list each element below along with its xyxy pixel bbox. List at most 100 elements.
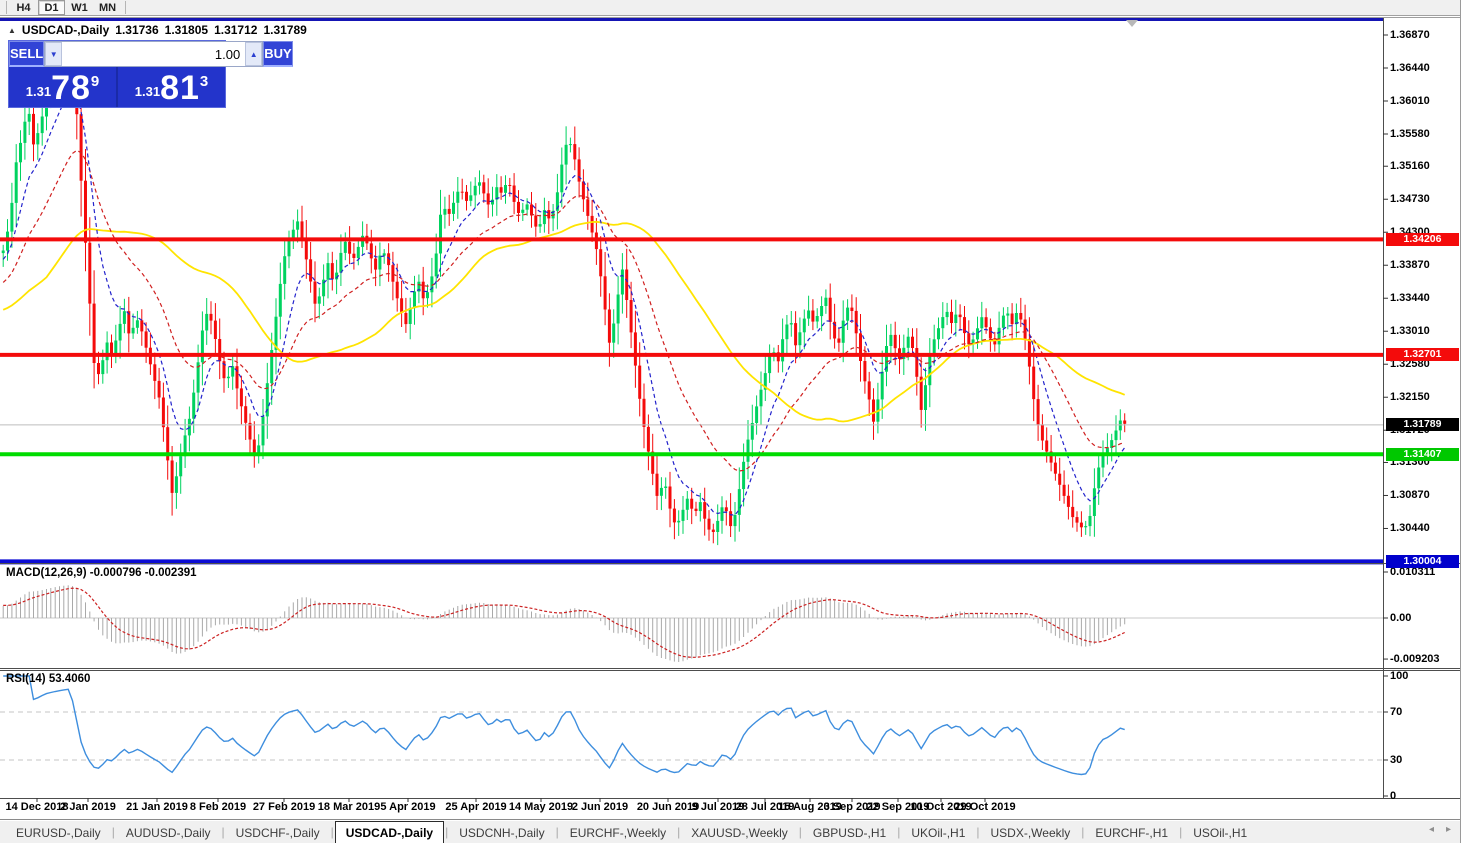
- last-bar-marker-icon: [1126, 20, 1138, 27]
- tab-usdcnhdaily[interactable]: USDCNH-,Daily: [459, 826, 545, 840]
- date-axis-label: 22 Sep 2019: [866, 801, 930, 813]
- rsi-axis-tick: 70: [1390, 706, 1403, 718]
- price-axis-tick: 1.30440: [1390, 522, 1430, 535]
- date-axis-label: 18 Mar 2019: [317, 801, 381, 813]
- tab-ukoilh1[interactable]: UKOil-,H1: [911, 826, 966, 840]
- macd-label: MACD(12,26,9) -0.000796 -0.002391: [6, 567, 197, 579]
- tab-xauusdweekly[interactable]: XAUUSD-,Weekly: [691, 826, 788, 840]
- price-axis-tick: 1.36440: [1390, 61, 1430, 74]
- buy-button[interactable]: BUY: [263, 41, 293, 67]
- tab-eurusddaily[interactable]: EURUSD-,Daily: [16, 826, 101, 840]
- date-axis-label: 2 Jan 2019: [60, 801, 116, 813]
- price-axis-tick: 1.33870: [1390, 259, 1430, 272]
- price-axis-tick: 1.35160: [1390, 160, 1430, 173]
- tab-scroll-right-icon[interactable]: ▸: [1445, 824, 1451, 835]
- buy-price-pip: 3: [199, 73, 209, 90]
- rsi-axis-tick: 0: [1390, 790, 1397, 802]
- date-axis-label: 29 Oct 2019: [954, 801, 1016, 813]
- price-axis-tick: 1.33010: [1390, 325, 1430, 338]
- buy-price-display[interactable]: 1.31 81 3: [118, 67, 225, 107]
- tab-separator: |: [976, 825, 980, 839]
- date-axis-label: 25 Apr 2019: [445, 801, 507, 813]
- tab-separator: |: [221, 825, 225, 839]
- date-axis-label: 14 Dec 2018: [5, 801, 69, 813]
- symbol-tab-bar: EURUSD-,Daily | AUDUSD-,Daily | USDCHF-,Dail…: [0, 819, 1460, 843]
- resistance-line-lower-price-tag: 1.32701: [1386, 348, 1459, 362]
- timeframe-button-d1[interactable]: D1: [38, 0, 65, 15]
- sell-price-pip: 9: [90, 73, 100, 90]
- date-axis-label: 10 Oct 2019: [910, 801, 972, 813]
- date-axis-label: 14 May 2019: [508, 801, 574, 813]
- ohlc-close: 1.31789: [263, 23, 307, 37]
- date-axis-label: 9 Jul 2019: [691, 801, 745, 813]
- rsi-label: RSI(14) 53.4060: [6, 673, 91, 685]
- tab-audusddaily[interactable]: AUDUSD-,Daily: [125, 826, 211, 840]
- date-axis-label: 28 Jul 2019: [735, 801, 795, 813]
- support-line-green-price-tag: 1.31407: [1386, 447, 1459, 461]
- tab-usdxweekly[interactable]: USDX-,Weekly: [990, 826, 1071, 840]
- sell-price-prefix: 1.31: [25, 84, 52, 99]
- price-axis-tick: 1.33440: [1390, 292, 1430, 305]
- tab-scroll-arrows: ◂ ▸: [1429, 824, 1451, 835]
- volume-input[interactable]: [62, 42, 246, 66]
- tab-separator: |: [798, 825, 802, 839]
- toolbar-separator: [125, 1, 127, 14]
- sell-price-display[interactable]: 1.31 78 9: [9, 67, 118, 107]
- support-line-blue-price-tag: 1.30004: [1386, 555, 1459, 569]
- timeframe-button-h4[interactable]: H4: [16, 1, 31, 14]
- ohlc-open: 1.31736: [115, 23, 159, 37]
- tab-separator: |: [445, 825, 449, 839]
- tab-separator: |: [330, 825, 334, 839]
- collapse-panel-icon[interactable]: ▲: [8, 25, 16, 35]
- tab-usdcaddaily[interactable]: USDCAD-,Daily: [334, 821, 445, 843]
- rsi-axis-tick: 30: [1390, 754, 1403, 766]
- date-axis-label: 5 Apr 2019: [380, 801, 436, 813]
- tab-eurchfweekly[interactable]: EURCHF-,Weekly: [569, 826, 667, 840]
- price-axis-tick: 1.36010: [1390, 94, 1430, 107]
- tab-scroll-left-icon[interactable]: ◂: [1428, 824, 1434, 835]
- volume-increase-icon[interactable]: ▲: [245, 42, 263, 66]
- tab-usoilh1[interactable]: USOil-,H1: [1193, 826, 1248, 840]
- tab-usdchfdaily[interactable]: USDCHF-,Daily: [235, 826, 320, 840]
- price-axis-tick: 1.34730: [1390, 193, 1430, 206]
- buy-price-big: 81: [160, 68, 200, 107]
- tab-eurchfh1[interactable]: EURCHF-,H1: [1095, 826, 1169, 840]
- current-bid-line-price-tag: 1.31789: [1386, 418, 1459, 432]
- one-click-trade-panel: SELL ▼ ▲ BUY 1.31 78 9 1.31 81 3: [8, 40, 293, 108]
- date-axis-label: 27 Feb 2019: [252, 801, 316, 813]
- sell-button[interactable]: SELL: [9, 41, 45, 67]
- tab-separator: |: [1179, 825, 1183, 839]
- ohlc-low: 1.31712: [214, 23, 258, 37]
- price-axis-tick: 1.35580: [1390, 127, 1430, 140]
- macd-axis-tick: 0.010311: [1390, 566, 1436, 578]
- toolbar-separator: [6, 1, 7, 14]
- price-axis-tick: 1.30870: [1390, 489, 1430, 502]
- timeframe-button-mn[interactable]: MN: [99, 1, 117, 14]
- sell-price-big: 78: [51, 68, 91, 107]
- volume-stepper: ▼ ▲: [44, 41, 264, 67]
- ohlc-high: 1.31805: [164, 23, 209, 37]
- macd-axis-tick: 0.00: [1390, 612, 1412, 624]
- upper-blue-trendline[interactable]: [0, 18, 1383, 21]
- macd-axis-tick: -0.009203: [1390, 653, 1440, 666]
- date-axis-label: 3 Sep 2019: [823, 801, 881, 813]
- tab-gbpusdh1[interactable]: GBPUSD-,H1: [812, 826, 887, 840]
- timeframe-button-w1[interactable]: W1: [71, 1, 88, 14]
- rsi-axis-tick: 100: [1390, 670, 1409, 682]
- tab-separator: |: [1081, 825, 1085, 839]
- date-axis-label: 20 Jun 2019: [636, 801, 700, 813]
- tab-separator: |: [677, 825, 681, 839]
- tab-separator: |: [111, 825, 115, 839]
- symbol-timeframe-label: USDCAD-,Daily: [21, 23, 110, 37]
- volume-decrease-icon[interactable]: ▼: [45, 42, 63, 66]
- tab-separator: |: [897, 825, 901, 839]
- price-axis-tick: 1.32150: [1390, 391, 1430, 404]
- timeframe-toolbar: H4 D1 W1 MN: [0, 0, 1460, 16]
- date-axis-label: 2 Jun 2019: [571, 801, 629, 813]
- buy-price-prefix: 1.31: [134, 84, 161, 99]
- date-axis-label: 15 Aug 2019: [778, 801, 842, 813]
- chart-title: ▲ USDCAD-,Daily 1.31736 1.31805 1.31712 …: [8, 23, 307, 37]
- date-axis-label: 21 Jan 2019: [126, 801, 188, 813]
